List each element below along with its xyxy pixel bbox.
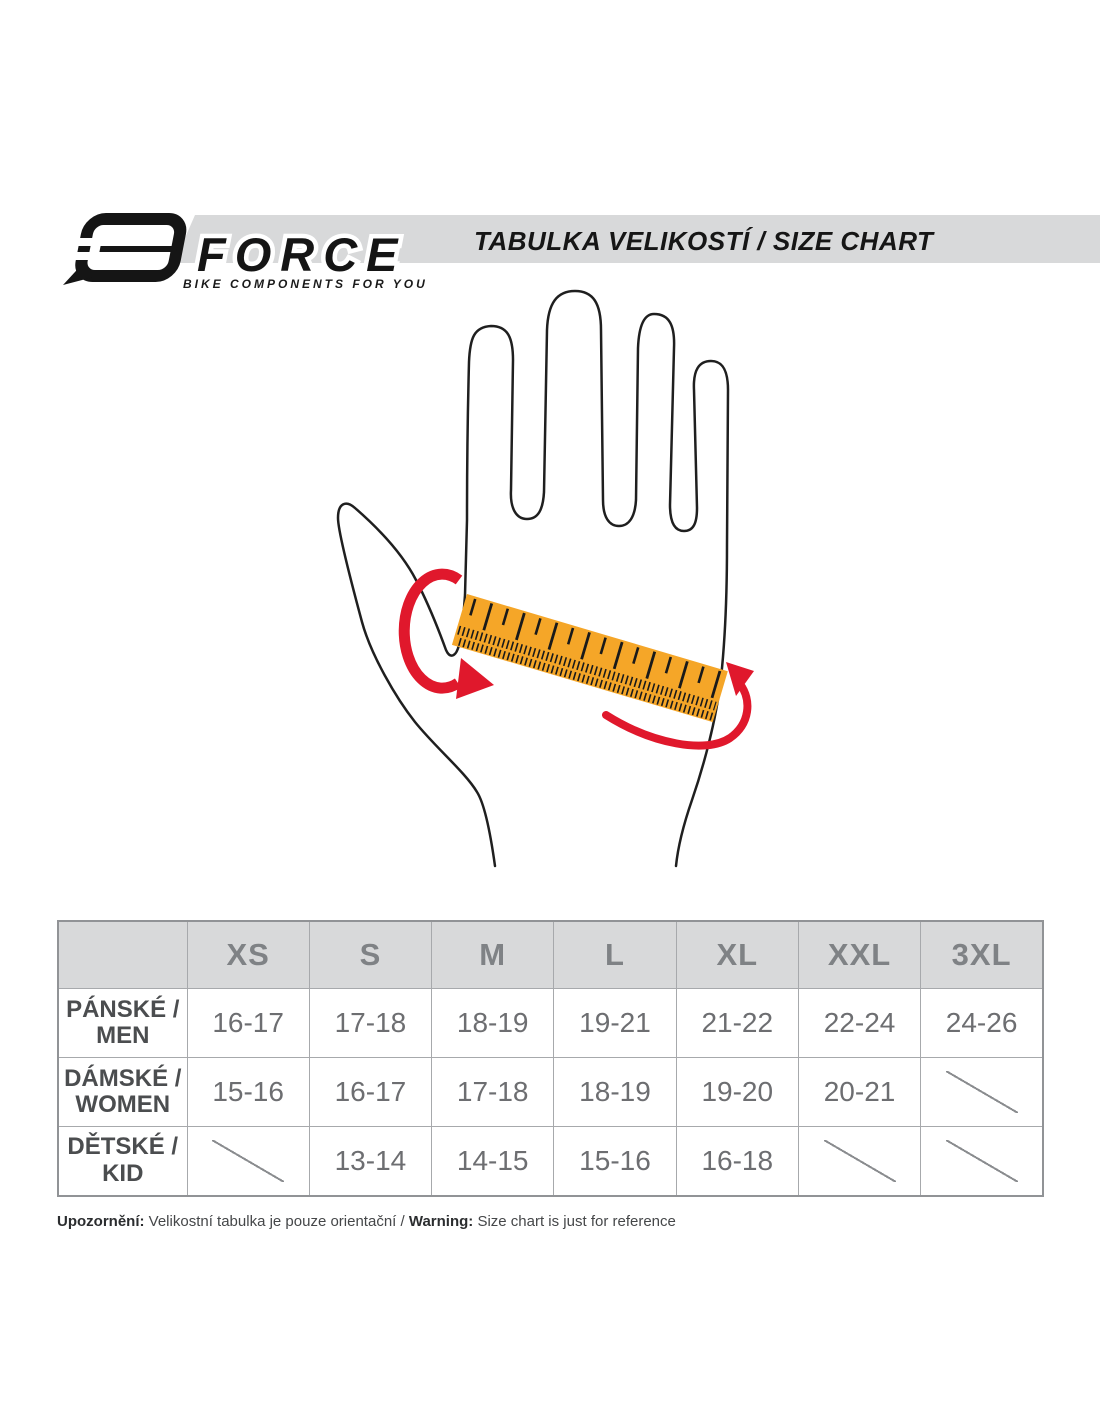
cell-kid-xl: 16-18 — [675, 1126, 799, 1196]
footnote-warning-en: Warning: — [408, 1213, 474, 1230]
row-label-kid: DĚTSKÉ / KID — [57, 1126, 188, 1196]
wrap-arrow-left-icon — [398, 568, 494, 699]
table-row-kid: DĚTSKÉ / KID 13-14 14-15 15-16 16-18 — [57, 1126, 1044, 1196]
table-row-women: DÁMSKÉ / WOMEN 15-16 16-17 17-18 18-19 1… — [57, 1057, 1044, 1127]
cell-women-xs: 15-16 — [186, 1057, 310, 1127]
footnote-text-en: Size chart is just for reference — [473, 1213, 676, 1230]
col-header-3xl: 3XL — [920, 920, 1044, 989]
cell-men-xs: 16-17 — [186, 988, 310, 1058]
col-header-xl: XL — [675, 920, 799, 989]
brand-name: FORCE — [197, 228, 407, 281]
cell-kid-s: 13-14 — [308, 1126, 433, 1196]
hand-outline — [336, 289, 730, 868]
cell-men-s: 17-18 — [308, 988, 433, 1058]
cell-kid-l: 15-16 — [553, 1126, 677, 1196]
cell-women-3xl-na — [920, 1057, 1044, 1127]
cell-men-xl: 21-22 — [675, 988, 799, 1058]
brand-tagline: BIKE COMPONENTS FOR YOU — [183, 277, 428, 291]
row-label-men: PÁNSKÉ / MEN — [57, 988, 188, 1058]
ruler-icon — [451, 594, 728, 723]
force-emblem-icon — [63, 213, 187, 285]
col-header-s: S — [308, 920, 433, 989]
title-band — [174, 215, 1100, 263]
cell-men-3xl: 24-26 — [920, 988, 1044, 1058]
cell-kid-xxl-na — [797, 1126, 922, 1196]
corner-cell — [57, 920, 188, 989]
table-row-men: PÁNSKÉ / MEN 16-17 17-18 18-19 19-21 21-… — [57, 988, 1044, 1058]
cell-kid-m: 14-15 — [431, 1126, 555, 1196]
cell-men-m: 18-19 — [431, 988, 555, 1058]
cell-kid-xs-na — [186, 1126, 310, 1196]
col-header-xs: XS — [186, 920, 310, 989]
table-header-row: XS S M L XL XXL 3XL — [57, 920, 1044, 989]
wrap-arrow-right-icon — [602, 662, 754, 750]
row-label-women: DÁMSKÉ / WOMEN — [57, 1057, 188, 1127]
cell-men-xxl: 22-24 — [797, 988, 922, 1058]
cell-women-s: 16-17 — [308, 1057, 433, 1127]
cell-women-xxl: 20-21 — [797, 1057, 922, 1127]
col-header-m: M — [431, 920, 555, 989]
footnote-warning-cz: Upozornění: — [57, 1213, 145, 1230]
hand-measurement-figure — [336, 289, 754, 868]
cell-kid-3xl-na — [920, 1126, 1044, 1196]
page-title: TABULKA VELIKOSTÍ / SIZE CHART — [474, 226, 934, 256]
cell-men-l: 19-21 — [553, 988, 677, 1058]
col-header-l: L — [553, 920, 677, 989]
footnote-text-cz: Velikostní tabulka je pouze orientační / — [144, 1213, 409, 1230]
footnote: Upozornění: Velikostní tabulka je pouze … — [57, 1213, 676, 1230]
cell-women-xl: 19-20 — [675, 1057, 799, 1127]
cell-women-m: 17-18 — [431, 1057, 555, 1127]
cell-women-l: 18-19 — [553, 1057, 677, 1127]
col-header-xxl: XXL — [797, 920, 922, 989]
force-logo: FORCE BIKE COMPONENTS FOR YOU — [63, 213, 428, 291]
size-table: XS S M L XL XXL 3XL PÁNSKÉ / MEN 16-17 1… — [57, 920, 1044, 1197]
